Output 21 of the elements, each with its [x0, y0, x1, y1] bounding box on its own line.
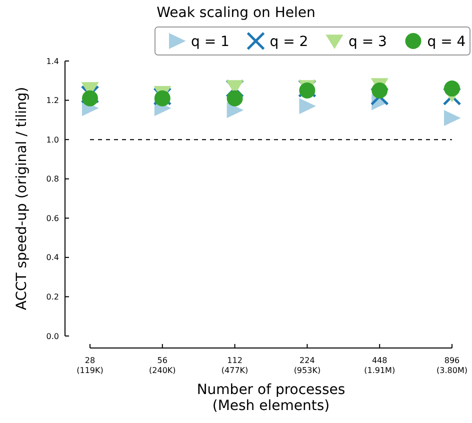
- chart-title: Weak scaling on Helen: [156, 5, 316, 21]
- x-tick-label: 56 (240K): [149, 356, 176, 375]
- y-tick-label: 0.8: [46, 174, 59, 184]
- y-tick-label: 1.0: [46, 135, 59, 144]
- y-tick-label: 1.2: [46, 96, 59, 106]
- legend-label: q = 1: [191, 34, 230, 50]
- x-tick-label: 224 (953K): [294, 356, 321, 375]
- y-tick-label: 0.6: [46, 214, 59, 223]
- legend-label: q = 2: [270, 34, 308, 50]
- x-tick-label: 448 (1.91M): [364, 356, 396, 375]
- x-axis-title: Number of processes (Mesh elements): [196, 382, 346, 414]
- y-axis-title: ACCT speed-up (original / tiling): [14, 86, 30, 310]
- y-tick-label: 0.4: [46, 253, 59, 262]
- legend-label: q = 3: [348, 34, 387, 50]
- legend-label: q = 4: [427, 34, 466, 50]
- y-tick-label: 1.4: [46, 56, 59, 66]
- x-tick-label: 28 (119K): [76, 356, 104, 375]
- x-tick-label: 896 (3.80M): [436, 356, 468, 375]
- y-tick-label: 0.0: [46, 332, 59, 341]
- x-tick-label: 112 (477K): [221, 356, 248, 375]
- y-tick-label: 0.2: [46, 292, 59, 302]
